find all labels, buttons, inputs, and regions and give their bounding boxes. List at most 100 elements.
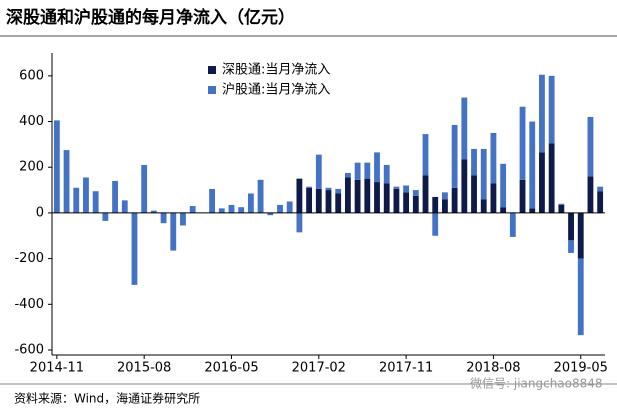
bar bbox=[548, 75, 555, 144]
bar bbox=[364, 162, 371, 179]
bar bbox=[83, 177, 89, 213]
bar bbox=[403, 192, 410, 213]
bar bbox=[500, 207, 507, 213]
y-tick-label: 200 bbox=[19, 160, 44, 175]
bar bbox=[121, 200, 128, 213]
bar bbox=[422, 175, 429, 213]
bar bbox=[306, 187, 313, 213]
bar bbox=[568, 212, 574, 241]
bar bbox=[112, 180, 118, 213]
y-tick-label: -200 bbox=[14, 251, 44, 266]
bar bbox=[519, 179, 526, 213]
x-tick-label: 2018-08 bbox=[466, 361, 520, 376]
bar bbox=[519, 106, 526, 180]
bar bbox=[461, 159, 468, 213]
bar bbox=[587, 176, 594, 213]
bar bbox=[344, 172, 351, 178]
x-tick-label: 2016-05 bbox=[204, 361, 258, 376]
x-tick-label: 2019-05 bbox=[554, 361, 608, 376]
bar bbox=[403, 185, 410, 193]
bar bbox=[247, 193, 254, 213]
y-tick-label: 400 bbox=[19, 114, 44, 129]
bar bbox=[577, 212, 584, 259]
x-tick-label: 2015-08 bbox=[117, 361, 171, 376]
bar bbox=[480, 199, 487, 213]
bar bbox=[209, 188, 215, 213]
bar bbox=[529, 121, 536, 209]
bar bbox=[412, 195, 419, 213]
bar bbox=[490, 132, 497, 184]
bar bbox=[218, 208, 225, 213]
bar bbox=[451, 187, 458, 213]
bar bbox=[480, 148, 487, 200]
legend-swatch bbox=[208, 86, 216, 94]
legend-label: 深股通:当月净流入 bbox=[222, 63, 330, 78]
bar bbox=[548, 143, 555, 213]
chart-title: 深股通和沪股通的每月净流入（亿元） bbox=[6, 7, 295, 28]
bar bbox=[577, 258, 584, 336]
bar bbox=[500, 163, 507, 208]
legend-swatch bbox=[208, 66, 216, 74]
bar bbox=[374, 182, 380, 213]
bar bbox=[325, 190, 332, 213]
bar bbox=[102, 212, 109, 221]
bar bbox=[412, 190, 419, 196]
legend-label: 沪股通:当月净流入 bbox=[222, 82, 330, 98]
bar bbox=[228, 204, 235, 213]
y-tick-label: 0 bbox=[36, 205, 44, 220]
y-tick-label: -400 bbox=[14, 297, 44, 312]
bar bbox=[432, 212, 439, 236]
source: 资料来源：Wind，海通证券研究所 bbox=[14, 391, 200, 406]
bar bbox=[335, 188, 342, 194]
bar bbox=[597, 191, 604, 213]
watermark: 微信号: jiangchao8848 bbox=[470, 377, 603, 391]
bar bbox=[296, 212, 303, 233]
bar bbox=[597, 186, 604, 192]
bar bbox=[325, 187, 332, 191]
bar bbox=[539, 152, 545, 213]
bar bbox=[170, 212, 177, 251]
bar bbox=[335, 193, 342, 213]
bar bbox=[374, 152, 380, 183]
bar bbox=[267, 212, 274, 216]
y-tick-label: 600 bbox=[19, 68, 44, 83]
bar bbox=[257, 179, 264, 213]
bar bbox=[277, 204, 283, 213]
bar bbox=[150, 210, 157, 213]
x-tick-label: 2017-11 bbox=[379, 361, 433, 376]
bar bbox=[354, 162, 361, 180]
bar bbox=[383, 164, 390, 184]
bar bbox=[529, 208, 536, 213]
bar bbox=[180, 212, 186, 226]
bar bbox=[286, 201, 293, 213]
bar bbox=[461, 97, 468, 160]
bar bbox=[296, 178, 303, 213]
bar bbox=[131, 212, 138, 285]
bar bbox=[539, 74, 545, 153]
bar bbox=[141, 164, 148, 213]
bar bbox=[344, 177, 351, 213]
bar bbox=[189, 206, 196, 213]
bar bbox=[442, 199, 448, 213]
bar bbox=[393, 188, 400, 213]
bar bbox=[383, 183, 390, 213]
bar bbox=[587, 116, 594, 177]
bar bbox=[306, 186, 313, 188]
bar bbox=[471, 148, 477, 176]
bar bbox=[393, 186, 400, 189]
x-tick-label: 2014-11 bbox=[30, 361, 84, 376]
bar bbox=[558, 203, 565, 205]
bar bbox=[442, 192, 448, 200]
bar bbox=[53, 120, 60, 213]
bar bbox=[471, 175, 477, 213]
bar bbox=[92, 191, 99, 213]
y-tick-label: -600 bbox=[14, 343, 44, 358]
x-tick-label: 2017-02 bbox=[292, 361, 346, 376]
bar bbox=[558, 204, 565, 213]
bar bbox=[238, 207, 245, 213]
bar bbox=[364, 178, 371, 213]
bar bbox=[509, 212, 516, 237]
bar bbox=[315, 154, 322, 189]
